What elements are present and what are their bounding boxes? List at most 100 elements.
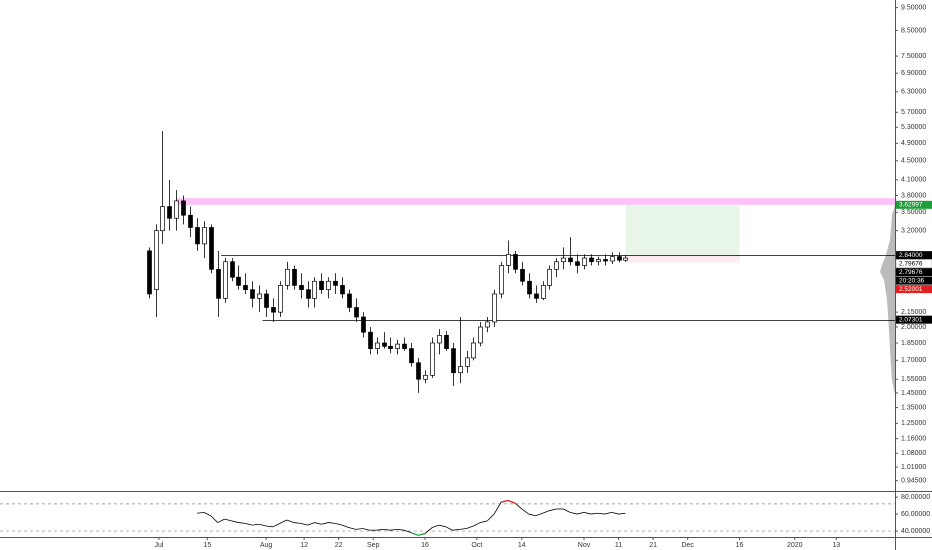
- candle-body: [561, 257, 566, 263]
- y-tick-label: 1.16000: [901, 436, 926, 443]
- candle-body: [409, 348, 414, 364]
- rsi-segment: [335, 523, 343, 526]
- rsi-segment: [286, 519, 294, 523]
- candle-body: [333, 280, 338, 286]
- y-tick-label: 1.01000: [901, 464, 926, 471]
- rsi-segment: [203, 512, 211, 517]
- candle-body: [361, 316, 366, 333]
- rsi-segment: [528, 513, 536, 517]
- rsi-segment: [480, 520, 488, 523]
- candle-body: [354, 307, 359, 318]
- x-tick-label: 16: [736, 542, 744, 549]
- candle-body: [596, 259, 601, 263]
- y-tick-label: 1.85000: [901, 340, 926, 347]
- rsi-segment: [293, 522, 301, 524]
- rsi-segment: [259, 523, 267, 527]
- rsi-segment: [404, 529, 412, 534]
- x-tick-label: 21: [649, 542, 657, 549]
- price-label-box: [896, 285, 932, 294]
- loss-zone: [625, 255, 740, 263]
- candle-body: [188, 214, 193, 228]
- rsi-segment: [279, 519, 287, 524]
- candle-body: [257, 293, 262, 299]
- rsi-segment: [542, 510, 550, 514]
- rsi-segment: [383, 528, 391, 531]
- candle-body: [430, 342, 435, 376]
- candle-body: [554, 261, 559, 270]
- candle-body: [306, 289, 311, 299]
- candle-body: [216, 268, 221, 299]
- x-tick-label: Sep: [367, 542, 380, 549]
- rsi-tick-label: 60.00000: [901, 511, 930, 518]
- x-tick-label: Dec: [681, 542, 694, 549]
- rsi-segment: [321, 522, 329, 525]
- rsi-segment: [611, 511, 619, 515]
- price-label-box: [895, 259, 932, 268]
- rsi-segment: [362, 528, 370, 531]
- price-label: 3.62997: [899, 202, 923, 209]
- rsi-segment: [459, 528, 467, 530]
- rsi-segment: [266, 525, 274, 528]
- x-tick-label: 14: [518, 542, 526, 549]
- price-label-box: [896, 276, 932, 285]
- rsi-segment: [445, 526, 453, 531]
- candle-body: [147, 250, 152, 295]
- candle-body: [458, 366, 463, 374]
- rsi-segment: [576, 511, 585, 515]
- candle-body: [292, 268, 297, 286]
- price-label-box: [896, 315, 932, 324]
- y-tick-label: 6.90000: [901, 70, 926, 77]
- candle-body: [382, 342, 387, 347]
- x-tick-label: Nov: [578, 542, 591, 549]
- y-tick-label: 3.20000: [901, 228, 926, 235]
- rsi-segment: [217, 518, 225, 523]
- candle-body: [485, 321, 490, 328]
- candle-body: [610, 256, 615, 262]
- candle-body: [160, 206, 165, 232]
- y-tick-label: 1.25000: [901, 420, 926, 427]
- price-label: 2.79676: [899, 260, 923, 267]
- rsi-segment: [507, 499, 516, 504]
- x-tick-label: 22: [335, 542, 343, 549]
- rsi-segment: [210, 515, 218, 523]
- x-tick-label: 15: [203, 542, 211, 549]
- candle-body: [154, 230, 159, 290]
- rsi-segment: [196, 511, 204, 514]
- candle-body: [617, 256, 622, 261]
- rsi-segment: [424, 527, 433, 534]
- rsi-segment: [563, 508, 571, 513]
- rsi-segment: [590, 512, 598, 515]
- y-tick-label: 3.80000: [901, 192, 926, 199]
- resistance-zone: [176, 198, 895, 205]
- y-tick-label: 4.90000: [901, 140, 926, 147]
- rsi-segment: [307, 522, 315, 526]
- candle-body: [223, 261, 228, 299]
- rsi-segment: [493, 501, 502, 515]
- candle-body: [395, 343, 400, 349]
- candle-body: [209, 227, 214, 270]
- candle-body: [506, 254, 511, 266]
- rsi-segment: [431, 524, 439, 529]
- y-tick-label: 6.30000: [901, 89, 926, 96]
- candle-body: [340, 285, 345, 295]
- price-label-box: [896, 268, 932, 277]
- candle-body: [499, 265, 504, 295]
- rsi-segment: [224, 518, 232, 522]
- rsi-segment: [314, 522, 322, 525]
- y-tick-label: 1.45000: [901, 390, 926, 397]
- candle-body: [444, 335, 449, 349]
- x-tick-label: 12: [300, 542, 308, 549]
- price-label: 2.84000: [899, 252, 923, 259]
- candle-body: [471, 342, 476, 359]
- x-tick-label: Oct: [471, 542, 482, 549]
- candle-body: [568, 257, 573, 263]
- rsi-segment: [252, 523, 260, 526]
- candle-body: [451, 348, 456, 374]
- candle-body: [236, 276, 241, 286]
- rsi-segment: [272, 523, 281, 528]
- rsi-segment: [583, 511, 592, 515]
- price-label-box: [896, 200, 932, 209]
- rsi-segment: [438, 524, 446, 528]
- rsi-segment: [410, 532, 419, 536]
